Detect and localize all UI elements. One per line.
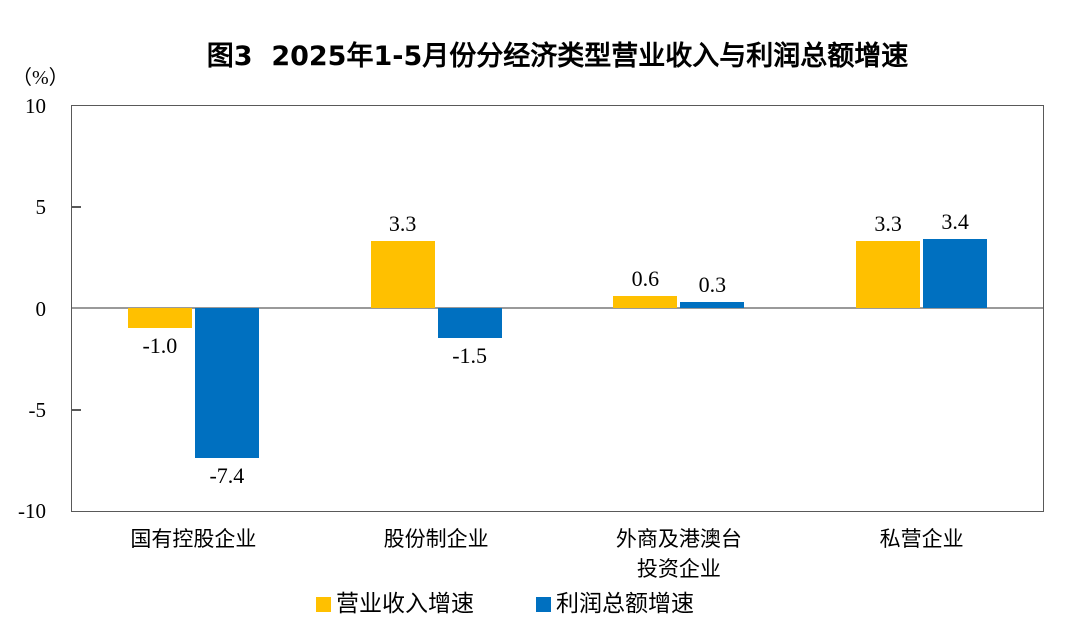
y-axis-tick-label: -10 — [18, 499, 46, 523]
plot-area: -1.0 3.3 0.6 3.3 -7.4 -1.5 0.3 3.4 — [71, 105, 1044, 512]
bar-value-label: 0.3 — [698, 271, 727, 297]
zero-gridline — [72, 307, 1043, 309]
bar-value-label: 3.3 — [388, 211, 417, 237]
y-axis-unit-label: （%） — [12, 67, 69, 89]
y-axis-tick-label: 10 — [25, 94, 46, 118]
chart-title: 图3 2025年1-5月份分经济类型营业收入与利润总额增速 — [206, 41, 909, 72]
y-axis-tick-label: 0 — [35, 296, 47, 321]
legend-series-label: 营业收入增速 — [336, 591, 474, 616]
bar-value-label: 0.6 — [631, 265, 660, 291]
x-axis-category-label: 私营企业 — [879, 527, 964, 551]
y-axis-tick-mark — [72, 206, 81, 209]
bar-value-label: -1.5 — [452, 343, 488, 369]
bar-利润总额增速-国有控股企业 — [194, 308, 259, 458]
legend-color-swatch — [536, 596, 551, 612]
bar-value-label: 3.3 — [874, 211, 902, 237]
legend-item: 利润总额增速 — [536, 591, 694, 617]
bar-value-label: -7.4 — [209, 462, 245, 488]
y-axis-tick-label: -5 — [28, 397, 47, 422]
bar-营业收入增速-股份制企业 — [370, 241, 435, 308]
bar-value-label: 3.4 — [941, 209, 969, 235]
x-axis-category-label: 外商及港澳台 投资企业 — [615, 527, 742, 581]
y-axis-tick-mark — [72, 408, 81, 411]
x-axis-category-label: 股份制企业 — [383, 527, 489, 551]
legend-color-swatch — [316, 596, 331, 612]
bar-营业收入增速-国有控股企业 — [127, 308, 192, 329]
bar-利润总额增速-股份制企业 — [437, 308, 502, 339]
bar-value-label: -1.0 — [142, 333, 178, 359]
y-axis-tick-label: 5 — [35, 195, 47, 220]
legend: 营业收入增速 利润总额增速 — [15, 591, 995, 617]
bar-利润总额增速-外商及港澳台 — [680, 301, 745, 308]
bar-营业收入增速-私营企业 — [856, 241, 921, 308]
x-axis-category-label: 国有控股企业 — [130, 527, 257, 551]
bar-营业收入增速-外商及港澳台 — [613, 295, 678, 308]
bar-利润总额增速-私营企业 — [923, 239, 988, 308]
legend-series-label: 利润总额增速 — [556, 591, 694, 616]
legend-item: 营业收入增速 — [316, 591, 474, 617]
